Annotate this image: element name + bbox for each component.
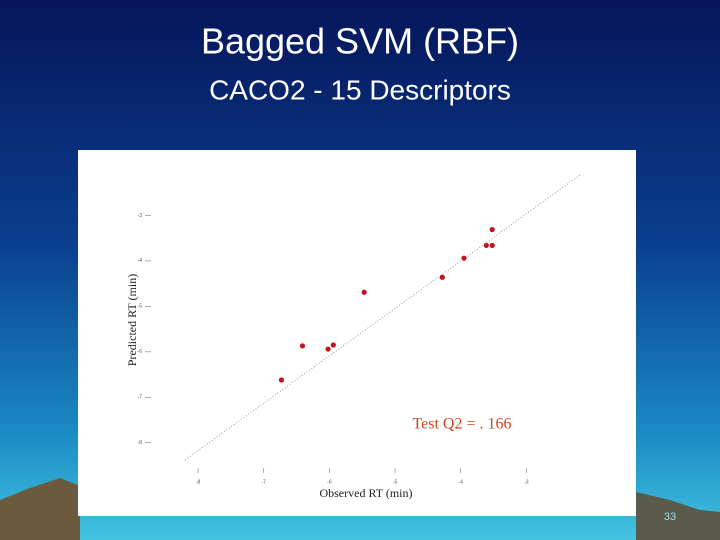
identity-line: [184, 174, 581, 461]
point: [439, 274, 445, 280]
slide-subtitle: CACO2 - 15 Descriptors: [209, 74, 511, 105]
chart-panel: [78, 150, 636, 516]
x-tick-label: -3: [524, 479, 529, 485]
annotation: Test Q2 = . 166: [412, 416, 511, 433]
y-tick-label: -6: [138, 349, 143, 355]
mountain: [0, 478, 80, 540]
point: [489, 242, 495, 249]
y-tick-label: -7: [138, 395, 143, 401]
point: [461, 255, 467, 261]
x-tick-label: -7: [262, 479, 267, 485]
x-tick-label: -5: [393, 479, 398, 485]
point: [330, 342, 336, 348]
point: [483, 242, 489, 249]
point: [489, 226, 495, 233]
x-tick-label: -8: [196, 479, 201, 485]
y-tick-label: -4: [138, 258, 143, 264]
y-tick-label: -8: [138, 440, 143, 446]
x-tick-label: -6: [327, 479, 332, 485]
slide-number: 33: [664, 511, 676, 523]
y-axis-label: Predicted RT (min): [125, 274, 139, 366]
x-axis-label: Observed RT (min): [319, 486, 412, 500]
point: [361, 289, 367, 295]
y-tick-label: -3: [138, 213, 143, 219]
point: [278, 377, 285, 383]
x-tick-label: -4: [458, 479, 463, 485]
y-tick-label: -5: [138, 304, 143, 310]
mountain: [636, 492, 720, 540]
point: [299, 343, 306, 349]
slide-title: Bagged SVM (RBF): [201, 21, 519, 62]
point: [325, 346, 331, 352]
